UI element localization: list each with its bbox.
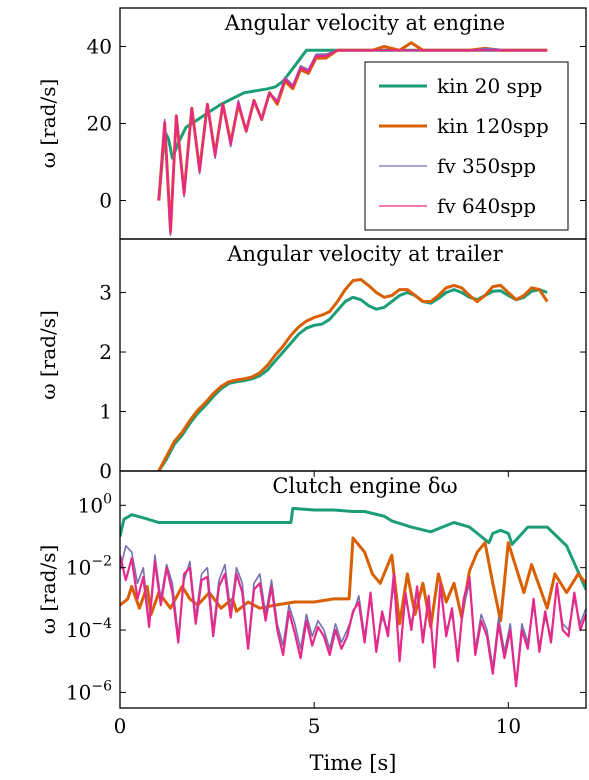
y-tick-label: 0 — [99, 189, 112, 213]
y-tick-base: 10 — [66, 556, 91, 580]
legend-label-fv640: fv 640spp — [437, 194, 536, 218]
y-tick-label: 1 — [99, 400, 112, 424]
series-line-kin20 — [157, 288, 548, 471]
series-line-kin20 — [120, 506, 586, 591]
y-tick-exponent: −6 — [91, 678, 112, 694]
series-group — [157, 41, 548, 236]
series-line-fv640 — [157, 49, 548, 235]
panel-title: Angular velocity at trailer — [226, 242, 503, 266]
legend-label-kin20: kin 20 spp — [437, 74, 542, 98]
y-tick-label: 10−6 — [66, 678, 112, 704]
y-tick-label: 0 — [99, 459, 112, 483]
panel-1: 0 20 40 Angular velocity at engine ω [rad/s]… — [36, 7, 587, 240]
y-axis-label: ω [rad/s] — [36, 310, 60, 400]
y-tick-label: 10−4 — [66, 616, 112, 642]
y-tick-base: 10 — [66, 618, 91, 642]
y-tick-exponent: −4 — [91, 616, 112, 632]
x-tick-label: 0 — [114, 714, 127, 738]
y-tick-exponent: 0 — [103, 491, 112, 507]
series-group — [157, 278, 549, 471]
legend: kin 20 spp kin 120spp fv 350spp fv 640spp — [364, 61, 569, 231]
y-tick-base: 10 — [78, 493, 103, 517]
y-axis-label: ω [rad/s] — [36, 79, 60, 169]
y-tick-label: 10−2 — [66, 554, 112, 580]
y-tick-exponent: −2 — [91, 554, 112, 570]
y-tick-label: 40 — [87, 35, 112, 59]
legend-label-kin120: kin 120spp — [437, 114, 549, 138]
y-tick-label: 20 — [87, 112, 112, 136]
panel-frame — [119, 238, 587, 472]
series-line-kin120 — [120, 536, 586, 629]
y-tick-label: 2 — [99, 340, 112, 364]
panel-title: Angular velocity at engine — [224, 11, 505, 35]
x-tick-label: 10 — [496, 714, 521, 738]
legend-box — [364, 61, 569, 231]
series-line-fv640 — [120, 554, 586, 688]
y-tick-label: 3 — [99, 281, 112, 305]
panel-frame — [119, 470, 587, 709]
x-axis-label: Time [s] — [310, 751, 397, 775]
y-tick-label: 100 — [78, 491, 112, 517]
y-axis-label: ω [rad/s] — [36, 545, 60, 635]
x-tick-label: 5 — [308, 714, 321, 738]
legend-label-fv350: fv 350spp — [437, 154, 536, 178]
series-line-kin120 — [157, 278, 549, 471]
y-tick-base: 10 — [66, 680, 91, 704]
panel-title: Clutch engine δω — [272, 474, 457, 498]
panel-2: 0 1 2 3 Angular velocity at trailer ω [rad/s] — [36, 238, 587, 483]
series-group — [120, 506, 586, 688]
